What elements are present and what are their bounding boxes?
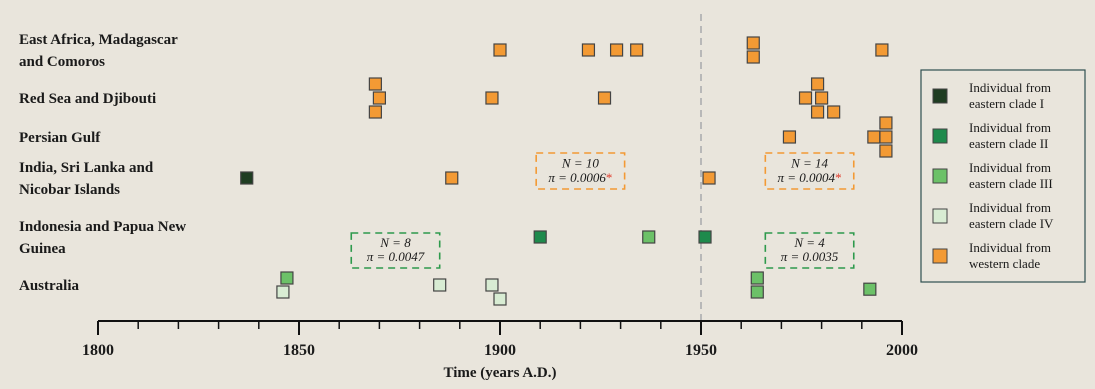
data-point-series-5: [485, 91, 499, 105]
row-label-australia: Australia: [19, 278, 80, 294]
annotation-n-2: N = 14: [790, 155, 828, 170]
annotation-box-3: [350, 232, 441, 269]
data-point-series-3: [642, 230, 656, 244]
legend-swatch-2: [932, 128, 948, 144]
annotation-pi-4: π = 0.0035: [781, 249, 839, 264]
data-point-series-5: [879, 144, 893, 158]
annotation-n-1: N = 10: [561, 155, 599, 170]
data-point-series-5: [746, 36, 760, 50]
x-tick-label: 1850: [283, 342, 315, 359]
data-point-series-2: [698, 230, 712, 244]
x-tick-label: 1900: [484, 342, 516, 359]
legend-label-3: Individual from: [969, 160, 1051, 175]
legend-swatch-1: [932, 88, 948, 104]
data-point-series-5: [782, 130, 797, 144]
data-point-series-5: [368, 105, 382, 119]
data-point-series-5: [597, 91, 612, 105]
annotation-n-3: N = 8: [379, 235, 411, 250]
legend-swatch-4: [932, 208, 948, 224]
data-point-series-3: [863, 282, 877, 296]
row-label-indonesia: Guinea: [19, 241, 66, 257]
x-tick-label: 1950: [685, 342, 717, 359]
row-label-eafrica: East Africa, Madagascar: [19, 32, 178, 48]
data-point-series-5: [368, 77, 382, 91]
data-point-series-5: [827, 105, 841, 119]
x-tick-label: 1800: [82, 342, 114, 359]
data-point-series-5: [798, 91, 813, 105]
x-axis-title: Time (years A.D.): [443, 365, 556, 381]
legend-label-4: eastern clade IV: [969, 216, 1054, 231]
data-point-series-5: [445, 171, 459, 185]
annotation-pi-1: π = 0.0006*: [548, 170, 612, 185]
legend-label-2: Individual from: [969, 120, 1051, 135]
legend-swatch-5: [932, 248, 948, 264]
data-point-series-5: [879, 116, 893, 130]
data-point-series-5: [581, 43, 596, 57]
legend-label-2: eastern clade II: [969, 136, 1048, 151]
row-label-redsea: Red Sea and Djibouti: [19, 91, 156, 107]
data-point-series-1: [240, 171, 254, 185]
data-point-series-5: [867, 130, 881, 144]
x-tick-label: 2000: [886, 342, 918, 359]
annotation-pi-2: π = 0.0004*: [778, 170, 842, 185]
significance-asterisk: *: [606, 170, 613, 185]
data-point-series-5: [702, 171, 716, 185]
legend-label-1: eastern clade I: [969, 96, 1044, 111]
legend-box: [920, 69, 1086, 283]
data-point-series-5: [746, 50, 760, 64]
annotation-pi-3: π = 0.0047: [367, 249, 425, 264]
data-point-series-5: [609, 43, 624, 57]
legend-label-3: eastern clade III: [969, 176, 1053, 191]
significance-asterisk: *: [835, 170, 842, 185]
row-label-persian: Persian Gulf: [19, 130, 101, 146]
legend-label-5: western clade: [969, 256, 1040, 271]
legend-label-5: Individual from: [969, 240, 1051, 255]
data-point-series-5: [810, 77, 825, 91]
data-point-series-4: [485, 278, 499, 292]
row-label-indonesia: Indonesia and Papua New: [19, 219, 186, 235]
data-point-series-5: [814, 91, 829, 105]
legend-label-4: Individual from: [969, 200, 1051, 215]
data-point-series-5: [810, 105, 825, 119]
annotation-box-2: [764, 152, 855, 190]
data-point-series-3: [280, 271, 294, 285]
row-label-india: India, Sri Lanka and: [19, 160, 154, 176]
data-point-series-5: [879, 130, 893, 144]
data-point-series-4: [276, 285, 290, 299]
row-label-india: Nicobar Islands: [19, 182, 120, 198]
data-point-series-4: [493, 292, 507, 306]
data-point-series-4: [433, 278, 447, 292]
data-point-series-5: [372, 91, 386, 105]
data-point-series-3: [750, 271, 764, 285]
data-point-series-3: [750, 285, 764, 299]
data-point-series-2: [533, 230, 547, 244]
annotation-n-4: N = 4: [793, 235, 825, 250]
data-point-series-5: [493, 43, 507, 57]
row-label-eafrica: and Comoros: [19, 54, 105, 70]
data-point-series-5: [875, 43, 889, 57]
legend-label-1: Individual from: [969, 80, 1051, 95]
legend-swatch-3: [932, 168, 948, 184]
data-point-series-5: [630, 43, 644, 57]
annotation-box-4: [764, 232, 855, 269]
annotation-box-1: [535, 152, 626, 190]
